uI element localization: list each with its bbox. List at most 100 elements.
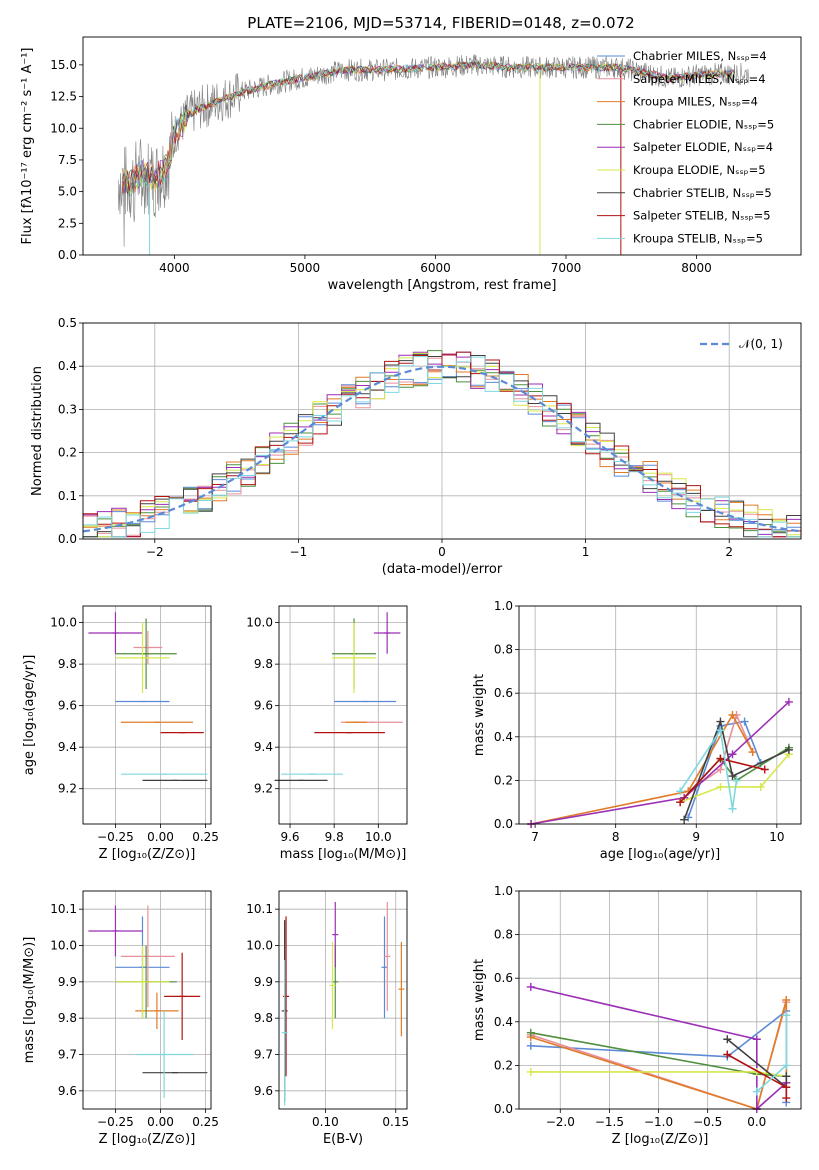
axes-frame (518, 890, 802, 1110)
axes-frame (278, 605, 408, 825)
y-tick-label: 9.8 (254, 657, 273, 671)
x-tick-label: 1 (582, 545, 590, 559)
y-axis-label: Flux [fλ10⁻¹⁷ erg cm⁻² s⁻¹ A⁻¹] (20, 48, 35, 245)
y-tick-label: 0.0 (58, 532, 77, 546)
x-tick-label: 8000 (681, 261, 712, 275)
legend-entry: Salpeter ELODIE, Nₛₛₚ=4 (633, 140, 773, 154)
y-tick-label: 5.0 (58, 185, 77, 199)
legend: Chabrier MILES, Nₛₛₚ=4 Salpeter MILES, Nₛ… (597, 49, 774, 245)
x-tick-label: 5000 (290, 261, 321, 275)
x-tick-label: −0.25 (97, 830, 134, 844)
errorbar-point (115, 945, 170, 1019)
weight-marker (526, 982, 535, 991)
x-axis-label: Z [log₁₀(Z/Z⊙)] (99, 1132, 196, 1147)
weight-marker (728, 804, 737, 813)
x-tick-label: 6000 (420, 261, 451, 275)
weight-marker (756, 782, 765, 791)
axes: 0.10 0.15 9.6 9.7 9.8 9.9 10.0 10.1 E(B-V) (246, 902, 409, 1147)
weight-marker (782, 1011, 791, 1020)
weight-line (687, 720, 762, 818)
y-tick-label: 9.6 (58, 1084, 77, 1098)
y-tick-label: 9.2 (58, 782, 77, 796)
x-tick-label: 0.0 (747, 1115, 766, 1129)
legend: 𝒩(0, 1) (700, 337, 783, 351)
weight-marker (526, 1067, 535, 1076)
axes-frame (82, 605, 212, 825)
axes-frame (82, 890, 212, 1110)
weight-marker (526, 1028, 535, 1037)
grid (83, 891, 211, 1109)
y-tick-label: 1.0 (494, 599, 513, 613)
panel-mass_vs_Z: −0.25 0.00 0.25 9.6 9.7 9.8 9.9 10.0 10.1 Z [log₁… (22, 890, 219, 1147)
y-tick-label: 9.7 (58, 1048, 77, 1062)
panel-residuals: −2 −1 0 1 2 0.0 0.1 0.2 0.3 0.4 0.5 (data-model)/er… (30, 316, 802, 577)
weight-marker (748, 748, 757, 757)
y-tick-label: 0.4 (494, 730, 513, 744)
x-axis-label: E(B-V) (323, 1132, 363, 1147)
grid (519, 605, 801, 825)
grid (519, 890, 801, 1110)
axes: 9.6 9.8 10.0 9.2 9.4 9.6 9.8 10.0 mass [log₁₀(M/… (246, 616, 406, 862)
axes-frame (82, 322, 802, 540)
x-axis-label: age [log₁₀(age/yr)] (600, 847, 721, 862)
y-tick-label: 0.2 (494, 773, 513, 787)
x-tick-label: 2 (725, 545, 733, 559)
axes-frame (278, 890, 408, 1110)
y-tick-label: 0.5 (58, 316, 77, 330)
model-spectrum (121, 60, 735, 189)
y-tick-label: 0.6 (494, 971, 513, 985)
model-spectrum (121, 60, 735, 195)
legend-entry: Kroupa MILES, Nₛₛₚ=4 (633, 95, 758, 109)
panel-mass_vs_EBV: 0.10 0.15 9.6 9.7 9.8 9.9 10.0 10.1 E(B-V) (246, 890, 409, 1147)
y-tick-label: 7.5 (58, 153, 77, 167)
panel-weight_vs_Z: −2.0 −1.5 −1.0 −0.5 0.0 0.0 0.2 0.4 0.6 0.8 1.0 Z [… (472, 884, 802, 1147)
weight-marker (784, 745, 793, 754)
panel-age_vs_mass: 9.6 9.8 10.0 9.2 9.4 9.6 9.8 10.0 mass [log₁₀(M/… (246, 605, 408, 862)
weight-marker (716, 765, 725, 774)
figure-title: PLATE=2106, MJD=53714, FIBERID=0148, z=0… (247, 14, 634, 32)
x-tick-label: 9.6 (280, 830, 299, 844)
y-tick-label: 0.6 (494, 686, 513, 700)
x-tick-label: 8 (612, 830, 620, 844)
weight-marker (782, 1061, 791, 1070)
x-tick-label: −2.0 (546, 1115, 575, 1129)
model-spectrum (121, 61, 735, 194)
y-tick-label: 9.8 (58, 657, 77, 671)
errorbar-point (88, 612, 143, 654)
errorbar-point (283, 916, 290, 1077)
weight-marker (784, 697, 793, 706)
errorbar-point (135, 992, 179, 1030)
weight-line (679, 728, 738, 809)
weight-marker (723, 1050, 732, 1059)
x-tick-label: 0.15 (382, 1115, 409, 1129)
x-axis-label: wavelength [Angstrom, rest frame] (328, 278, 557, 293)
weight-line (683, 718, 790, 820)
y-tick-label: 9.9 (254, 975, 273, 989)
x-tick-label: −1.0 (644, 1115, 673, 1129)
weight-marker (782, 996, 791, 1004)
plot-area (274, 612, 403, 782)
y-tick-label: 10.0 (246, 939, 273, 953)
histogram-kroupa-stelib (82, 356, 802, 539)
y-tick-label: 10.0 (50, 939, 77, 953)
weight-marker (728, 750, 737, 759)
y-axis-label: mass [log₁₀(M/M⊙)] (22, 937, 37, 1064)
y-tick-label: 0.4 (58, 359, 77, 373)
errorbar-point (135, 1010, 193, 1099)
weight-marker (723, 1035, 732, 1044)
x-tick-label: −1.5 (595, 1115, 624, 1129)
y-tick-label: 15.0 (50, 58, 77, 72)
y-axis-label: age [log₁₀(age/yr)] (22, 655, 37, 776)
y-axis-label: mass weight (472, 674, 487, 756)
histogram-salpeter-stelib (82, 351, 802, 539)
errorbar-point (381, 916, 388, 1019)
axes: −0.25 0.00 0.25 9.2 9.4 9.6 9.8 10.0 Z [log₁₀(Z/… (22, 616, 219, 862)
x-tick-label: 4000 (159, 261, 190, 275)
y-tick-label: 0.8 (494, 643, 513, 657)
legend-entry: Kroupa ELODIE, Nₛₛₚ=5 (633, 163, 766, 177)
errorbar-point (120, 905, 175, 1008)
y-tick-label: 10.0 (246, 616, 273, 630)
y-tick-label: 10.1 (50, 902, 77, 916)
y-tick-label: 9.6 (58, 699, 77, 713)
y-tick-label: 9.8 (58, 1011, 77, 1025)
